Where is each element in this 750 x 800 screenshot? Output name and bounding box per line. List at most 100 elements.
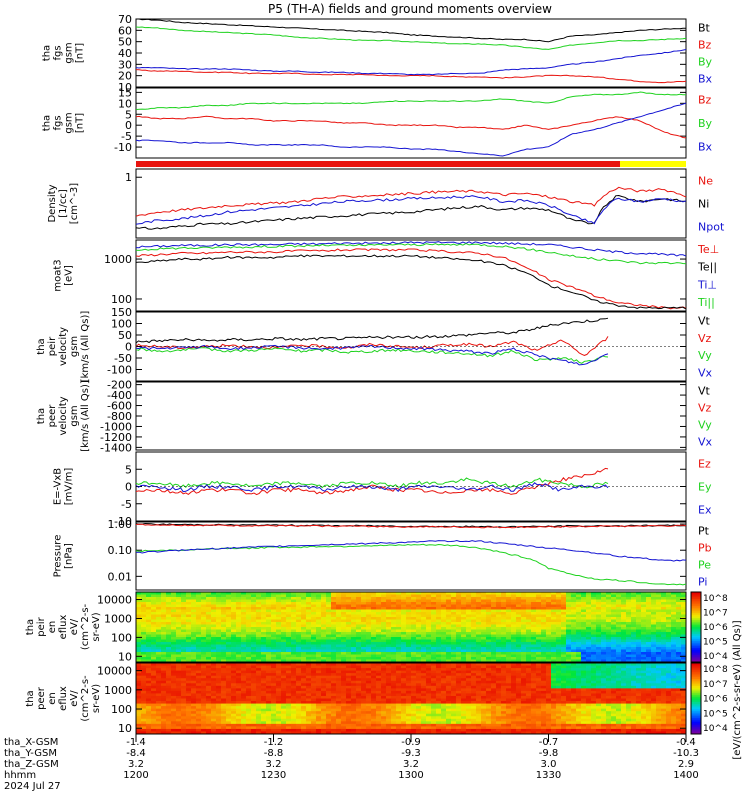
heatmap-cell bbox=[206, 659, 212, 663]
heatmap-cell bbox=[576, 654, 582, 658]
heatmap-cell bbox=[676, 622, 682, 625]
heatmap-cell bbox=[426, 690, 432, 694]
heatmap-cell bbox=[326, 632, 332, 635]
heatmap-cell bbox=[191, 693, 197, 697]
heatmap-cell bbox=[441, 617, 447, 620]
heatmap-cell bbox=[621, 644, 627, 648]
heatmap-cell bbox=[196, 609, 202, 613]
heatmap-cell bbox=[451, 652, 457, 655]
heatmap-cell bbox=[331, 673, 337, 677]
heatmap-cell bbox=[456, 642, 462, 645]
heatmap-cell bbox=[476, 652, 482, 655]
series-line bbox=[135, 194, 687, 230]
heatmap-cell bbox=[431, 617, 437, 620]
heatmap-cell bbox=[586, 649, 592, 653]
heatmap-cell bbox=[241, 607, 247, 610]
heatmap-cell bbox=[136, 642, 142, 645]
heatmap-cell bbox=[491, 622, 497, 625]
heatmap-cell bbox=[496, 637, 502, 640]
heatmap-cell bbox=[406, 652, 412, 655]
heatmap-cell bbox=[466, 627, 472, 630]
heatmap-cell bbox=[336, 602, 342, 605]
heatmap-cell bbox=[501, 597, 507, 600]
heatmap-cell bbox=[246, 619, 252, 623]
heatmap-cell bbox=[386, 695, 392, 699]
heatmap-cell bbox=[351, 673, 357, 677]
heatmap-cell bbox=[436, 649, 442, 653]
heatmap-cell bbox=[326, 639, 332, 643]
heatmap-cell bbox=[411, 592, 417, 595]
heatmap-cell bbox=[286, 728, 292, 732]
heatmap-cell bbox=[191, 683, 197, 687]
heatmap-cell bbox=[261, 632, 267, 635]
heatmap-cell bbox=[656, 629, 662, 633]
heatmap-cell bbox=[316, 706, 322, 710]
heatmap-cell bbox=[286, 604, 292, 608]
heatmap-cell bbox=[466, 599, 472, 603]
heatmap-cell bbox=[371, 703, 377, 707]
heatmap-cell bbox=[416, 673, 422, 677]
heatmap-cell bbox=[256, 624, 262, 628]
heatmap-cell bbox=[341, 597, 347, 600]
heatmap-cell bbox=[486, 594, 492, 598]
heatmap-cell bbox=[261, 617, 267, 620]
heatmap-cell bbox=[396, 609, 402, 613]
heatmap-cell bbox=[241, 708, 247, 712]
heatmap-cell bbox=[506, 597, 512, 600]
heatmap-cell bbox=[386, 624, 392, 628]
heatmap-cell bbox=[366, 713, 372, 717]
heatmap-cell bbox=[186, 723, 192, 727]
heatmap-cell bbox=[451, 612, 457, 615]
heatmap-cell bbox=[536, 592, 542, 595]
heatmap-cell bbox=[376, 675, 382, 679]
heatmap-cell bbox=[196, 607, 202, 610]
heatmap-cell bbox=[291, 614, 297, 618]
heatmap-cell bbox=[616, 627, 622, 630]
heatmap-cell bbox=[321, 716, 327, 720]
heatmap-cell bbox=[211, 607, 217, 610]
heatmap-cell bbox=[276, 726, 282, 730]
heatmap-cell bbox=[311, 652, 317, 655]
heatmap-cell bbox=[396, 706, 402, 710]
heatmap-cell bbox=[351, 675, 357, 679]
heatmap-cell bbox=[166, 728, 172, 732]
y-tick-label: 20 bbox=[118, 70, 132, 83]
heatmap-cell bbox=[451, 657, 457, 660]
heatmap-cell bbox=[516, 639, 522, 643]
heatmap-cell bbox=[661, 622, 667, 625]
series-line bbox=[135, 186, 687, 217]
heatmap-cell bbox=[146, 670, 152, 674]
heatmap-cell bbox=[461, 617, 467, 620]
heatmap-cell bbox=[236, 670, 242, 674]
heatmap-cell bbox=[136, 644, 142, 648]
heatmap-cell bbox=[236, 723, 242, 727]
heatmap-cell bbox=[216, 663, 222, 666]
heatmap-cell bbox=[266, 718, 272, 722]
heatmap-cell bbox=[531, 632, 537, 635]
heatmap-cell bbox=[411, 713, 417, 717]
heatmap-cell bbox=[491, 599, 497, 603]
heatmap-cell bbox=[501, 609, 507, 613]
heatmap-cell bbox=[191, 617, 197, 620]
heatmap-cell bbox=[386, 654, 392, 658]
heatmap-cell bbox=[346, 627, 352, 630]
heatmap-cell bbox=[201, 597, 207, 600]
heatmap-cell bbox=[666, 637, 672, 640]
heatmap-cell bbox=[306, 693, 312, 697]
heatmap-cell bbox=[281, 698, 287, 702]
heatmap-cell bbox=[151, 647, 157, 650]
heatmap-cell bbox=[231, 629, 237, 633]
heatmap-cell bbox=[396, 617, 402, 620]
heatmap-cell bbox=[171, 637, 177, 640]
heatmap-cell bbox=[391, 675, 397, 679]
heatmap-cell bbox=[496, 614, 502, 618]
heatmap-cell bbox=[231, 721, 237, 725]
heatmap-cell bbox=[346, 698, 352, 702]
heatmap-cell bbox=[326, 607, 332, 610]
heatmap-cell bbox=[191, 659, 197, 663]
heatmap-cell bbox=[391, 708, 397, 712]
heatmap-cell bbox=[281, 713, 287, 717]
heatmap-cell bbox=[316, 612, 322, 615]
heatmap-cell bbox=[646, 604, 652, 608]
